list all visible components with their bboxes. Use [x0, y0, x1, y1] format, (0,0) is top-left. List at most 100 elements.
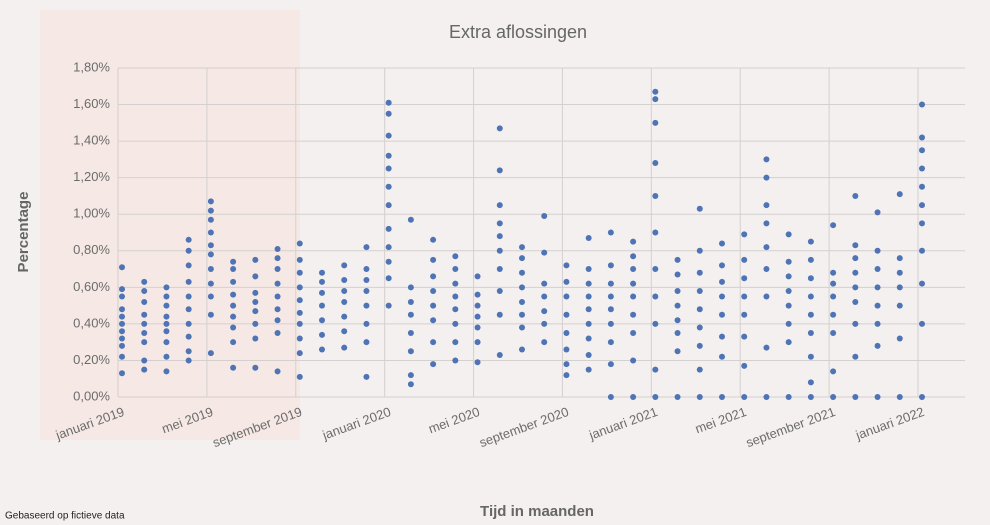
- point: [630, 330, 636, 336]
- point: [119, 343, 125, 349]
- point: [519, 325, 525, 331]
- point: [163, 314, 169, 320]
- point: [341, 345, 347, 351]
- point: [297, 310, 303, 316]
- point: [119, 306, 125, 312]
- point: [497, 352, 503, 358]
- point: [186, 306, 192, 312]
- point: [386, 153, 392, 159]
- point: [875, 248, 881, 254]
- point: [119, 354, 125, 360]
- point: [830, 270, 836, 276]
- point: [786, 394, 792, 400]
- point: [786, 339, 792, 345]
- point: [897, 303, 903, 309]
- point: [852, 321, 858, 327]
- point: [475, 292, 481, 298]
- page: Extra aflossingen Percentage Tijd in maa…: [0, 0, 990, 525]
- point: [297, 257, 303, 263]
- point: [208, 198, 214, 204]
- point: [163, 303, 169, 309]
- point: [141, 367, 147, 373]
- point: [586, 352, 592, 358]
- point: [386, 259, 392, 265]
- point: [141, 312, 147, 318]
- point: [697, 325, 703, 331]
- point: [563, 372, 569, 378]
- point: [830, 394, 836, 400]
- point: [586, 281, 592, 287]
- point: [897, 270, 903, 276]
- point: [630, 281, 636, 287]
- y-tick-label: 0,60%: [73, 279, 110, 294]
- point: [808, 312, 814, 318]
- point: [786, 303, 792, 309]
- point: [919, 134, 925, 140]
- point: [519, 346, 525, 352]
- point: [363, 244, 369, 250]
- point: [830, 312, 836, 318]
- point: [186, 248, 192, 254]
- point: [208, 266, 214, 272]
- point: [163, 368, 169, 374]
- point: [763, 220, 769, 226]
- point: [875, 321, 881, 327]
- y-tick-label: 0,20%: [73, 352, 110, 367]
- point: [630, 394, 636, 400]
- point: [452, 306, 458, 312]
- point: [919, 248, 925, 254]
- point: [319, 317, 325, 323]
- point: [186, 321, 192, 327]
- chart-title: Extra aflossingen: [449, 22, 587, 42]
- point: [852, 242, 858, 248]
- point: [386, 202, 392, 208]
- point: [630, 357, 636, 363]
- point: [163, 328, 169, 334]
- point: [297, 374, 303, 380]
- point: [741, 257, 747, 263]
- point: [586, 336, 592, 342]
- point: [608, 281, 614, 287]
- point: [608, 306, 614, 312]
- point: [341, 299, 347, 305]
- point: [541, 293, 547, 299]
- point: [652, 293, 658, 299]
- point: [519, 299, 525, 305]
- point: [319, 332, 325, 338]
- point: [919, 184, 925, 190]
- point: [719, 354, 725, 360]
- point: [497, 202, 503, 208]
- point: [808, 239, 814, 245]
- point: [786, 288, 792, 294]
- point: [119, 321, 125, 327]
- point: [919, 202, 925, 208]
- point: [541, 281, 547, 287]
- point: [808, 257, 814, 263]
- point: [919, 166, 925, 172]
- point: [519, 270, 525, 276]
- x-axis-label: Tijd in maanden: [480, 503, 594, 520]
- point: [497, 167, 503, 173]
- point: [319, 270, 325, 276]
- point: [741, 394, 747, 400]
- point: [341, 288, 347, 294]
- point: [386, 184, 392, 190]
- y-tick-label: 0,40%: [73, 315, 110, 330]
- point: [252, 321, 258, 327]
- point: [408, 312, 414, 318]
- point: [475, 303, 481, 309]
- y-tick-label: 0,00%: [73, 388, 110, 403]
- point: [186, 262, 192, 268]
- y-tick-label: 0,80%: [73, 242, 110, 257]
- point: [741, 312, 747, 318]
- point: [408, 372, 414, 378]
- point: [252, 257, 258, 263]
- point: [297, 297, 303, 303]
- point: [408, 217, 414, 223]
- point: [563, 361, 569, 367]
- point: [563, 293, 569, 299]
- point: [652, 96, 658, 102]
- point: [808, 379, 814, 385]
- point: [852, 193, 858, 199]
- point: [252, 336, 258, 342]
